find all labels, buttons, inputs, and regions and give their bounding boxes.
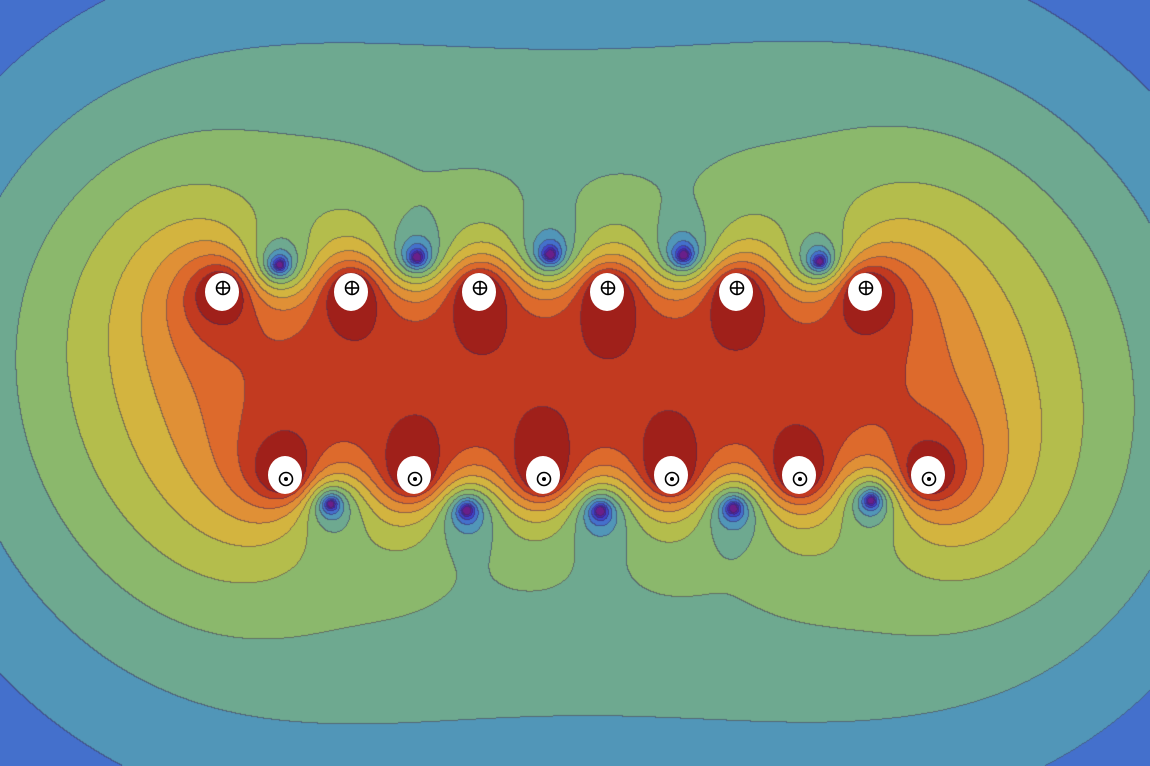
circle-dot-icon	[407, 471, 423, 487]
circle-plus-icon	[344, 280, 360, 296]
conductor-out-of-page	[911, 456, 945, 494]
circle-dot-icon	[664, 471, 680, 487]
circle-plus-icon	[858, 280, 874, 296]
conductor-into-page	[848, 273, 882, 311]
conductor-into-page	[205, 273, 239, 311]
circle-dot-icon	[278, 471, 294, 487]
conductor-disc	[848, 273, 882, 311]
circle-plus-icon	[472, 280, 488, 296]
circle-plus-icon	[215, 280, 231, 296]
conductor-into-page	[334, 273, 368, 311]
conductor-out-of-page	[782, 456, 816, 494]
conductor-disc	[782, 456, 816, 494]
conductor-disc	[911, 456, 945, 494]
conductor-into-page	[719, 273, 753, 311]
conductor-disc	[397, 456, 431, 494]
conductor-disc	[590, 273, 624, 311]
conductor-disc	[526, 456, 560, 494]
conductor-disc	[462, 273, 496, 311]
conductor-into-page	[462, 273, 496, 311]
conductor-into-page	[590, 273, 624, 311]
conductor-disc	[654, 456, 688, 494]
circle-plus-icon	[600, 280, 616, 296]
conductor-disc	[268, 456, 302, 494]
conductor-out-of-page	[526, 456, 560, 494]
conductor-out-of-page	[654, 456, 688, 494]
circle-dot-icon	[921, 471, 937, 487]
conductor-out-of-page	[397, 456, 431, 494]
conductor-out-of-page	[268, 456, 302, 494]
circle-dot-icon	[536, 471, 552, 487]
conductor-disc	[719, 273, 753, 311]
conductor-disc	[205, 273, 239, 311]
conductor-disc	[334, 273, 368, 311]
circle-dot-icon	[792, 471, 808, 487]
circle-plus-icon	[729, 280, 745, 296]
